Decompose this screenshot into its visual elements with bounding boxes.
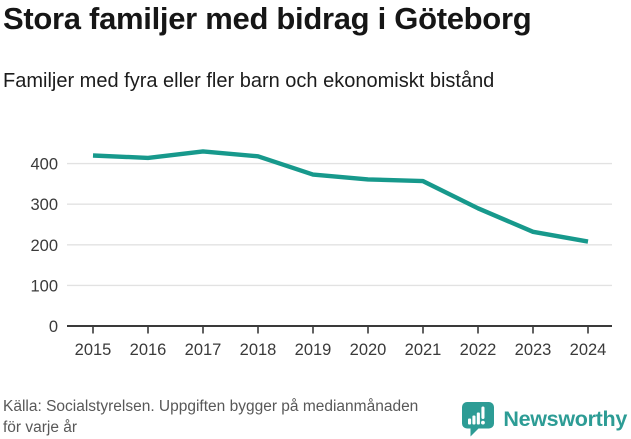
data-line — [92, 149, 589, 244]
x-tick-label-2022: 2022 — [460, 341, 497, 359]
x-tick-label-2015: 2015 — [75, 341, 112, 359]
y-tick-label-100: 100 — [30, 277, 58, 295]
x-tick-label-2018: 2018 — [240, 341, 277, 359]
page-title: Stora familjer med bidrag i Göteborg — [3, 1, 532, 36]
exclamation-dot — [481, 420, 486, 425]
source-note-line1: Källa: Socialstyrelsen. Uppgiften bygger… — [3, 398, 419, 415]
y-tick-label-200: 200 — [30, 237, 58, 255]
bar-2 — [472, 415, 476, 425]
x-tick-label-2017: 2017 — [185, 341, 222, 359]
line-chart: 0 100 200 300 400 2015 2016 2017 2018 2019 2020 202… — [30, 149, 612, 359]
x-tick-label-2021: 2021 — [405, 341, 442, 359]
bar-3 — [477, 412, 481, 425]
y-tick-label-400: 400 — [30, 156, 58, 174]
bar-1 — [468, 418, 472, 425]
source-note: Källa: Socialstyrelsen. Uppgiften bygger… — [3, 397, 418, 439]
x-tick-label-2019: 2019 — [295, 341, 332, 359]
newsworthy-logo[interactable]: Newsworthy — [461, 401, 627, 437]
x-tick-label-2020: 2020 — [350, 341, 387, 359]
x-tick-label-2016: 2016 — [130, 341, 167, 359]
brand-name: Newsworthy — [503, 406, 627, 431]
y-tick-label-300: 300 — [30, 196, 58, 214]
source-note-line2: för varje år — [3, 418, 78, 436]
x-tick-label-2023: 2023 — [515, 341, 552, 359]
newsworthy-pin-icon — [462, 402, 495, 437]
chart-subtitle: Familjer med fyra eller fler barn och ek… — [3, 70, 495, 92]
y-tick-label-0: 0 — [49, 318, 58, 336]
exclamation-bar — [481, 406, 485, 419]
x-tick-label-2024: 2024 — [570, 341, 607, 359]
footer: Källa: Socialstyrelsen. Uppgiften bygger… — [3, 397, 627, 439]
